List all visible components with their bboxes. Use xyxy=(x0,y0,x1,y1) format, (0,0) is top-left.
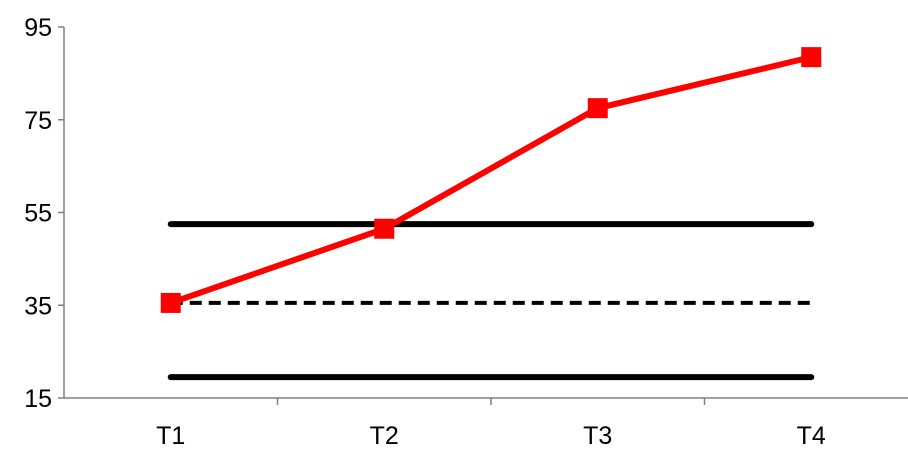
data-point-marker xyxy=(587,98,608,119)
x-tick-label: T1 xyxy=(156,422,185,450)
series-line xyxy=(169,54,812,306)
reference-lines xyxy=(167,221,815,381)
y-tick-label: 95 xyxy=(24,14,52,42)
x-tick-label: T3 xyxy=(583,422,612,450)
tick-labels: 15 35 55 75 95 T1 T2 T3 T4 xyxy=(24,14,826,450)
y-tick-label: 75 xyxy=(24,107,52,135)
y-tick-label: 35 xyxy=(24,292,52,320)
y-tick-label: 15 xyxy=(24,385,52,413)
y-tick-label: 55 xyxy=(24,200,52,228)
x-tick-label: T2 xyxy=(370,422,399,450)
data-point-marker xyxy=(801,47,822,68)
data-point-marker xyxy=(374,218,395,239)
series-group xyxy=(160,47,822,313)
data-point-marker xyxy=(160,292,181,313)
axes xyxy=(58,26,908,405)
x-tick-label: T4 xyxy=(797,422,826,450)
